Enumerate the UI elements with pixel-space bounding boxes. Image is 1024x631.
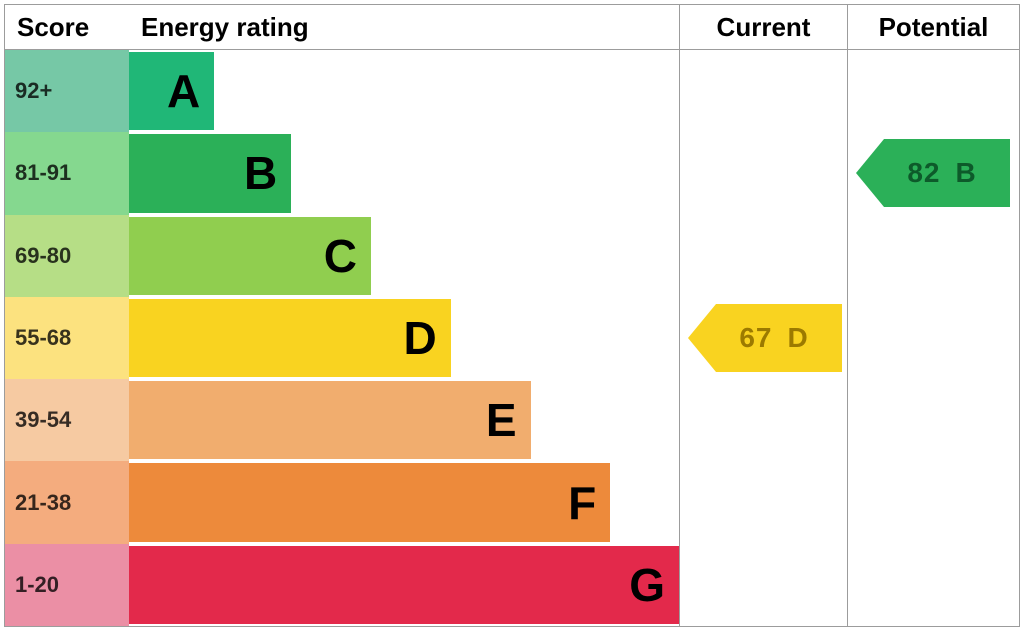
band-letter-b: B	[244, 150, 277, 196]
band-bar-g: G	[129, 546, 679, 624]
band-row-a: 92+ A	[5, 50, 679, 132]
bands-container: 92+ A 81-91 B 69-80 C 55-68 D 39-54 E 21-38 F 1-20 G	[5, 50, 679, 626]
band-score-g: 1-20	[5, 544, 129, 626]
band-bar-wrap-a: A	[129, 50, 679, 132]
header-score: Score	[5, 5, 129, 49]
band-letter-c: C	[324, 233, 357, 279]
band-bar-a: A	[129, 52, 214, 130]
band-score-f: 21-38	[5, 461, 129, 543]
band-bar-wrap-e: E	[129, 379, 679, 461]
potential-badge-text: 82 B	[856, 157, 1010, 189]
band-score-b: 81-91	[5, 132, 129, 214]
potential-column: 82 B	[847, 50, 1019, 626]
band-bar-wrap-d: D	[129, 297, 679, 379]
potential-badge: 82 B	[856, 139, 1010, 207]
band-row-c: 69-80 C	[5, 215, 679, 297]
band-letter-a: A	[167, 68, 200, 114]
band-bar-d: D	[129, 299, 451, 377]
epc-chart: Score Energy rating Current Potential 92…	[4, 4, 1020, 627]
band-bar-f: F	[129, 463, 610, 541]
band-row-f: 21-38 F	[5, 461, 679, 543]
band-row-d: 55-68 D	[5, 297, 679, 379]
band-bar-wrap-g: G	[129, 544, 679, 626]
band-score-c: 69-80	[5, 215, 129, 297]
band-letter-f: F	[568, 480, 596, 526]
band-letter-e: E	[486, 397, 517, 443]
current-column: 67 D	[679, 50, 847, 626]
band-letter-g: G	[629, 562, 665, 608]
band-bar-wrap-f: F	[129, 461, 679, 543]
band-score-e: 39-54	[5, 379, 129, 461]
band-row-e: 39-54 E	[5, 379, 679, 461]
band-bar-e: E	[129, 381, 531, 459]
band-bar-wrap-c: C	[129, 215, 679, 297]
band-row-g: 1-20 G	[5, 544, 679, 626]
header-rating: Energy rating	[129, 5, 679, 49]
current-badge: 67 D	[688, 304, 842, 372]
band-bar-wrap-b: B	[129, 132, 679, 214]
header-current: Current	[679, 5, 847, 49]
band-score-d: 55-68	[5, 297, 129, 379]
band-letter-d: D	[404, 315, 437, 361]
band-bar-c: C	[129, 217, 371, 295]
band-score-a: 92+	[5, 50, 129, 132]
header-row: Score Energy rating Current Potential	[5, 5, 1019, 50]
band-row-b: 81-91 B	[5, 132, 679, 214]
band-bar-b: B	[129, 134, 291, 212]
header-potential: Potential	[847, 5, 1019, 49]
current-badge-text: 67 D	[688, 322, 842, 354]
body-area: 92+A81-91B69-80C55-68D39-54E21-38F1-20G …	[5, 50, 1019, 626]
